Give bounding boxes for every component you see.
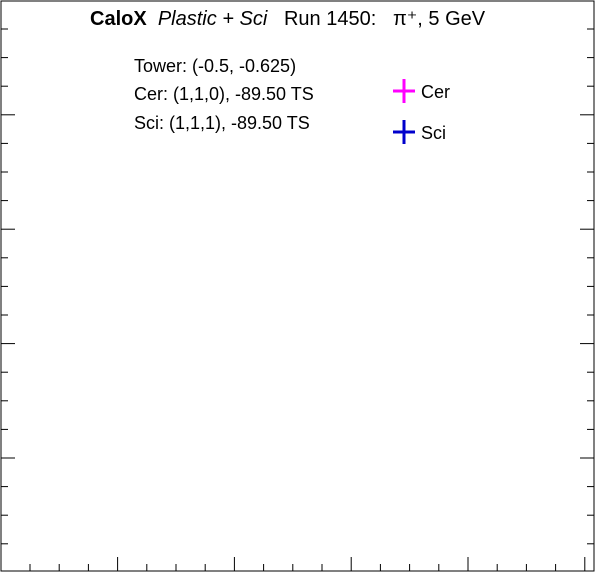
axis-ticks (1, 28, 594, 571)
info-sci: Sci: (1,1,1), -89.50 TS (134, 113, 310, 133)
legend-label-cer: Cer (421, 82, 451, 102)
title-run: Run 1450: (283, 8, 377, 30)
legend-markers (393, 79, 415, 144)
legend-label-sci: Sci (421, 123, 447, 143)
info-tower: Tower: (-0.5, -0.625) (134, 56, 297, 76)
info-cer: Cer: (1,1,0), -89.50 TS (134, 84, 314, 104)
title-material: Plastic + Sci (157, 8, 268, 30)
chart-title: CaloX Plastic + Sci Run 1450: π⁺, 5 GeV (90, 6, 485, 31)
title-experiment: CaloX (90, 8, 147, 30)
title-beam: π⁺, 5 GeV (392, 8, 486, 30)
